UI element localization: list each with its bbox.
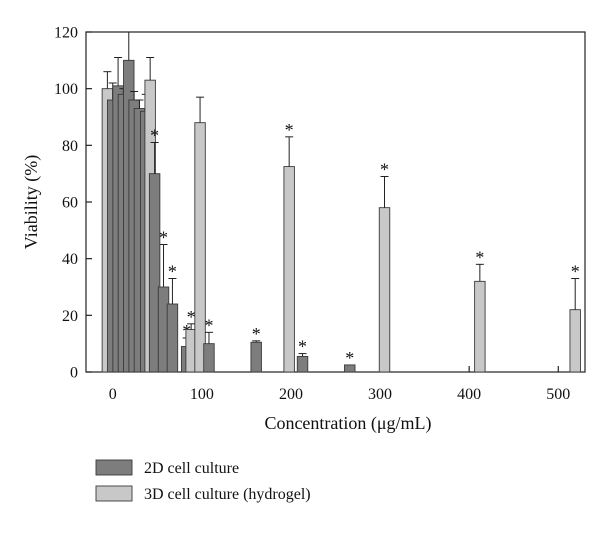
significance-marker: * [571,262,580,282]
y-tick-label: 80 [62,138,78,155]
bar-2d [203,343,215,373]
legend-swatch-2d [95,459,133,476]
x-tick-label: 200 [279,386,303,403]
bar-3d [474,280,486,373]
legend-label-3d: 3D cell culture (hydrogel) [144,486,311,503]
legend-swatch-3d [95,485,133,502]
y-tick-label: 120 [54,25,78,42]
significance-marker: * [204,315,213,335]
significance-marker: * [252,324,261,344]
y-axis-label: Viability (%) [21,155,42,249]
x-tick-label: 0 [109,386,117,403]
y-tick-label: 60 [62,195,78,212]
y-tick-label: 0 [70,365,78,382]
legend-label-2d: 2D cell culture [144,460,239,477]
significance-marker: * [159,228,168,248]
bar-2d [166,303,179,373]
x-tick-label: 100 [190,386,214,403]
significance-marker: * [345,348,354,368]
y-tick-label: 20 [62,308,78,325]
significance-marker: * [380,160,389,180]
bar-3d [569,309,581,373]
significance-marker: * [168,262,177,282]
bar-3d [283,166,295,373]
x-tick-label: 300 [368,386,392,403]
y-tick-label: 100 [54,81,78,98]
significance-marker: * [187,307,196,327]
bar-2d [344,364,356,373]
bar-2d [296,355,309,373]
significance-marker: * [298,337,307,357]
bar-3d [378,207,391,373]
x-tick-label: 400 [457,386,481,403]
significance-marker: * [150,126,159,146]
y-tick-label: 40 [62,251,78,268]
significance-marker: * [475,247,484,267]
significance-marker: * [285,120,294,140]
bar-2d [250,341,262,373]
x-tick-label: 500 [546,386,570,403]
x-axis-label: Concentration (μg/mL) [264,413,431,434]
